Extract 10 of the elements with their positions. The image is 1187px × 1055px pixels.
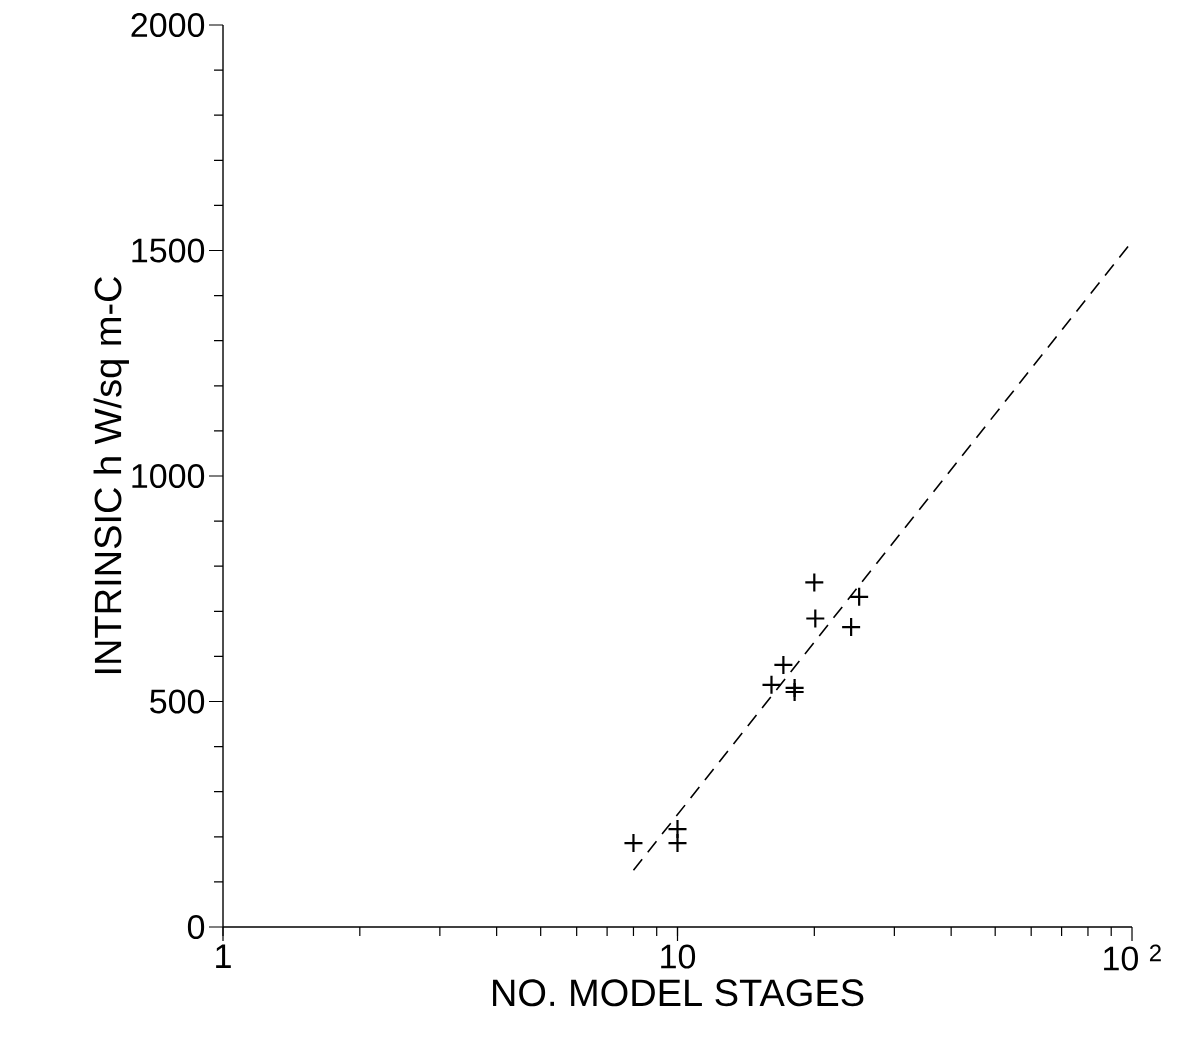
y-tick-label: 0 (187, 914, 205, 940)
y-axis-title: INTRINSIC h W/sq m-C (93, 276, 129, 674)
y-tick-label: 2000 (131, 12, 205, 38)
y-tick-label: 1000 (132, 463, 205, 489)
x-tick-label: 1 (216, 944, 231, 968)
y-tick-label: 500 (150, 689, 205, 714)
y-tick-label: 1500 (132, 238, 205, 263)
x-axis-title: NO. MODEL STAGES (493, 979, 864, 1007)
x-tick-label: 10 (661, 944, 696, 969)
x-tick-label: 10 $^{2}$ (1104, 944, 1161, 971)
